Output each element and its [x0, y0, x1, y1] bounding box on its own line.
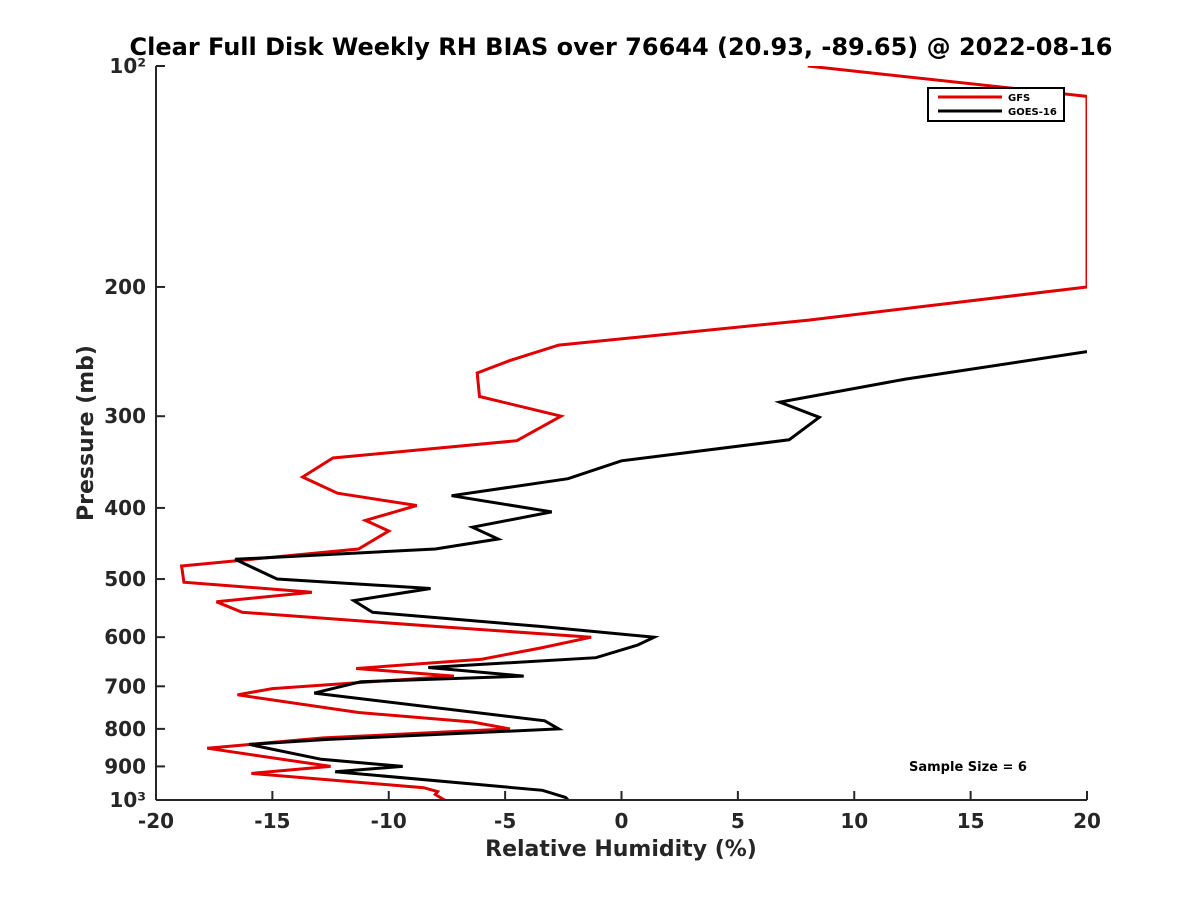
- x-tick-label: 5: [731, 809, 745, 833]
- y-tick-label: 500: [104, 567, 146, 591]
- x-axis-label: Relative Humidity (%): [485, 837, 757, 862]
- chart-title: Clear Full Disk Weekly RH BIAS over 7664…: [130, 33, 1113, 61]
- y-tick-label: 200: [104, 275, 146, 299]
- sample-size-annotation: Sample Size = 6: [909, 760, 1027, 775]
- y-tick-label: 600: [104, 625, 146, 649]
- x-tick-label: -10: [371, 809, 407, 833]
- y-tick-label: 10²: [109, 54, 146, 78]
- y-tick-label: 800: [104, 717, 146, 741]
- series-line-goes16: [234, 350, 1087, 800]
- legend-label-gfs: GFS: [1008, 93, 1030, 104]
- x-tick-label: 15: [957, 809, 985, 833]
- legend: GFS GOES-16: [927, 87, 1065, 122]
- x-tick-label: -5: [494, 809, 516, 833]
- x-tick-label: -15: [254, 809, 290, 833]
- x-tick-label: 20: [1073, 809, 1101, 833]
- x-tick-label: -20: [138, 809, 174, 833]
- x-tick-label: 10: [840, 809, 868, 833]
- legend-box: [927, 87, 1065, 122]
- y-tick-label: 900: [104, 754, 146, 778]
- y-tick-label: 10³: [109, 788, 146, 812]
- y-axis-label: Pressure (mb): [74, 345, 99, 521]
- x-tick-label: 0: [615, 809, 629, 833]
- y-tick-label: 400: [104, 496, 146, 520]
- legend-label-goes16: GOES-16: [1008, 107, 1057, 118]
- y-tick-label: 300: [104, 404, 146, 428]
- y-tick-label: 700: [104, 674, 146, 698]
